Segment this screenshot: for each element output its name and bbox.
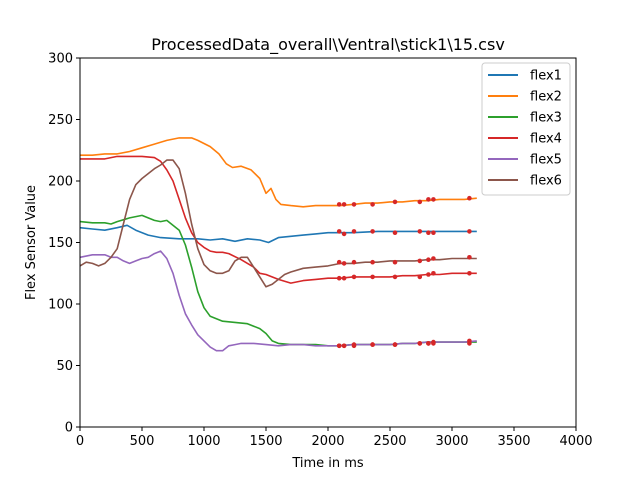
x-tick-label: 0 — [76, 434, 84, 449]
chart-title: ProcessedData_overall\Ventral\stick1\15.… — [151, 35, 505, 55]
peak-marker-flex5 — [467, 338, 472, 344]
peak-marker-flex5 — [431, 339, 436, 345]
peak-marker-flex1 — [370, 229, 375, 234]
y-tick-label: 200 — [48, 175, 73, 190]
peak-marker-flex5 — [336, 343, 342, 349]
peak-marker-flex1 — [351, 229, 357, 234]
peak-marker-flex5 — [351, 342, 357, 347]
peak-marker-flex4 — [426, 272, 431, 277]
peak-marker-flex1 — [467, 229, 472, 234]
peak-marker-flex1 — [392, 230, 398, 235]
legend-label-flex6: flex6 — [530, 174, 562, 189]
x-tick-label: 2000 — [311, 434, 344, 449]
legend-label-flex2: flex2 — [530, 90, 562, 105]
peak-marker-flex6 — [426, 257, 431, 263]
peak-marker-flex2 — [467, 195, 472, 201]
peak-marker-flex6 — [417, 258, 423, 264]
legend-label-flex4: flex4 — [530, 132, 562, 147]
peak-marker-flex2 — [426, 197, 431, 202]
peak-marker-flex1 — [341, 231, 347, 237]
x-tick-label: 500 — [130, 434, 155, 449]
legend-label-flex1: flex1 — [530, 69, 562, 84]
peak-marker-flex4 — [341, 275, 347, 281]
peak-marker-flex6 — [392, 259, 398, 265]
peak-marker-flex6 — [431, 256, 436, 261]
peak-marker-flex4 — [467, 271, 472, 276]
peak-marker-flex2 — [417, 199, 423, 205]
peak-marker-flex5 — [341, 343, 347, 349]
plot-area — [79, 137, 477, 352]
peak-marker-flex5 — [426, 341, 431, 346]
peak-marker-flex6 — [341, 261, 347, 266]
legend-label-flex5: flex5 — [530, 153, 562, 168]
series-line-flex1 — [79, 224, 477, 244]
x-tick-label: 4000 — [559, 434, 592, 449]
peak-marker-flex5 — [392, 342, 398, 347]
peak-marker-flex2 — [351, 202, 357, 207]
y-tick-label: 250 — [48, 113, 73, 128]
y-tick-label: 0 — [65, 421, 73, 436]
series-line-flex6 — [79, 159, 477, 288]
x-tick-label: 1500 — [249, 434, 282, 449]
peak-marker-flex4 — [417, 274, 423, 280]
peak-marker-flex2 — [392, 199, 398, 205]
peak-marker-flex1 — [431, 230, 436, 235]
peak-marker-flex2 — [336, 202, 342, 207]
y-tick-label: 150 — [48, 236, 73, 251]
peak-marker-flex4 — [351, 274, 357, 280]
y-tick-label: 100 — [48, 298, 73, 313]
y-tick-label: 50 — [56, 359, 73, 374]
y-tick-label: 300 — [48, 52, 73, 67]
x-tick-label: 3000 — [435, 434, 468, 449]
series-line-flex2 — [80, 137, 477, 208]
legend: flex1 flex2 flex3 flex4 flex5 flex6 — [481, 62, 571, 196]
x-tick-label: 2500 — [373, 434, 406, 449]
x-tick-label: 1000 — [187, 434, 220, 449]
peak-marker-flex2 — [341, 202, 347, 207]
peak-marker-flex2 — [370, 202, 375, 207]
peak-marker-flex4 — [431, 271, 436, 276]
peak-marker-flex6 — [351, 259, 357, 265]
peak-marker-flex6 — [336, 259, 342, 265]
peak-marker-flex4 — [336, 275, 342, 281]
legend-label-flex3: flex3 — [530, 111, 562, 126]
peak-marker-flex5 — [417, 341, 423, 346]
peak-marker-flex4 — [370, 274, 375, 280]
y-axis-label: Flex Sensor Value — [24, 185, 39, 300]
x-axis: 0 500 1000 1500 2000 2500 3000 3500 4000 — [76, 427, 593, 449]
peak-marker-flex1 — [417, 229, 423, 234]
series-line-flex5 — [79, 250, 477, 352]
peak-marker-flex4 — [392, 274, 398, 280]
peak-marker-flex6 — [370, 259, 375, 265]
peak-marker-flex2 — [431, 197, 436, 202]
y-axis: 0 50 100 150 200 250 300 — [48, 52, 80, 436]
x-axis-label: Time in ms — [291, 456, 364, 471]
peak-marker-flex1 — [336, 229, 342, 234]
x-tick-label: 3500 — [497, 434, 530, 449]
peak-marker-flex6 — [467, 254, 472, 260]
peak-marker-flex5 — [370, 342, 375, 347]
peak-marker-flex1 — [426, 230, 431, 235]
